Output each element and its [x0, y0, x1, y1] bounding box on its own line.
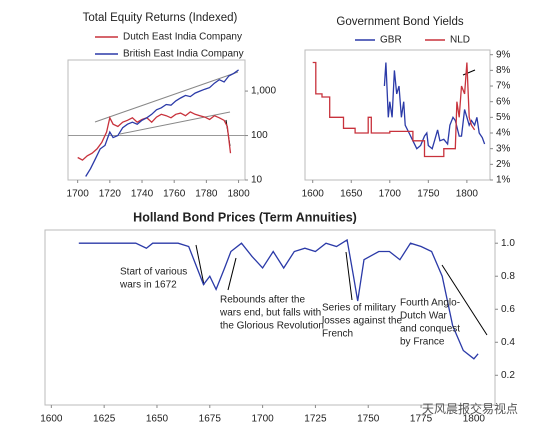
annotation: by France: [400, 337, 445, 348]
x-tick-label: 1700: [67, 189, 90, 200]
y-tick-label: 4%: [496, 128, 511, 139]
legend-label: British East India Company: [123, 49, 244, 60]
y-tick-label: 1%: [496, 175, 511, 186]
annotation: wars end, but falls with: [219, 308, 321, 319]
x-tick-label: 1600: [40, 414, 63, 425]
annotation: Start of various: [120, 267, 187, 278]
y-tick-label: 1.0: [501, 238, 515, 249]
y-tick-label: 7%: [496, 81, 511, 92]
chart-title: Holland Bond Prices (Term Annuities): [133, 210, 357, 224]
trend-arrows: [94, 69, 488, 336]
x-tick-label: 1780: [195, 189, 218, 200]
y-tick-label: 1,000: [251, 86, 276, 97]
plot-frame: [67, 59, 246, 181]
y-tick-label: 0.8: [501, 271, 515, 282]
y-tick-label: 8%: [496, 65, 511, 76]
y-tick-label: 3%: [496, 143, 511, 154]
y-tick-label: 0.2: [501, 370, 515, 381]
y-tick-label: 6%: [496, 96, 511, 107]
annotation: wars in 1672: [119, 280, 177, 291]
x-tick-label: 1725: [304, 414, 327, 425]
x-tick-label: 1675: [199, 414, 222, 425]
chart-title: Government Bond Yields: [336, 16, 463, 28]
y-tick-label: 0.6: [501, 304, 515, 315]
x-tick-label: 1720: [99, 189, 122, 200]
legend-label: GBR: [380, 35, 402, 46]
chart-title: Total Equity Returns (Indexed): [83, 12, 238, 24]
y-tick-label: 2%: [496, 159, 511, 170]
plot-frame: [304, 49, 491, 181]
x-tick-label: 1800: [227, 189, 250, 200]
x-tick-label: 1800: [463, 414, 486, 425]
x-tick-label: 1700: [251, 414, 274, 425]
x-tick-label: 1775: [410, 414, 433, 425]
annotation: losses against the: [322, 316, 402, 327]
y-tick-label: 100: [251, 130, 268, 141]
plot-frame: [44, 229, 496, 406]
legend-label: NLD: [450, 35, 470, 46]
watermark: 天风晨报交易视点: [422, 401, 518, 416]
annotation: the Glorious Revolution: [220, 321, 324, 332]
x-tick-label: 1650: [146, 414, 169, 425]
x-tick-label: 1625: [93, 414, 116, 425]
x-tick-label: 1750: [417, 189, 440, 200]
x-tick-label: 1600: [302, 189, 325, 200]
y-tick-label: 9%: [496, 49, 511, 60]
y-tick-label: 5%: [496, 112, 511, 123]
x-tick-label: 1650: [340, 189, 363, 200]
y-tick-label: 10: [251, 175, 263, 186]
annotation: and conquest: [400, 324, 460, 335]
series-line: [383, 62, 486, 150]
annotation: Rebounds after the: [220, 295, 305, 306]
legend-label: Dutch East India Company: [123, 32, 242, 43]
series-line: [78, 238, 479, 360]
annotation: French: [322, 329, 353, 340]
annotation: Dutch War: [400, 311, 448, 322]
annotation: Series of military: [322, 303, 396, 314]
x-tick-label: 1800: [456, 189, 479, 200]
x-tick-label: 1750: [357, 414, 380, 425]
x-tick-label: 1740: [131, 189, 154, 200]
x-tick-label: 1760: [163, 189, 186, 200]
x-tick-label: 1700: [379, 189, 402, 200]
series-line: [85, 69, 239, 177]
y-tick-label: 0.4: [501, 337, 515, 348]
annotation: Fourth Anglo-: [400, 298, 460, 309]
series-line: [312, 61, 476, 158]
series-line: [77, 111, 232, 161]
